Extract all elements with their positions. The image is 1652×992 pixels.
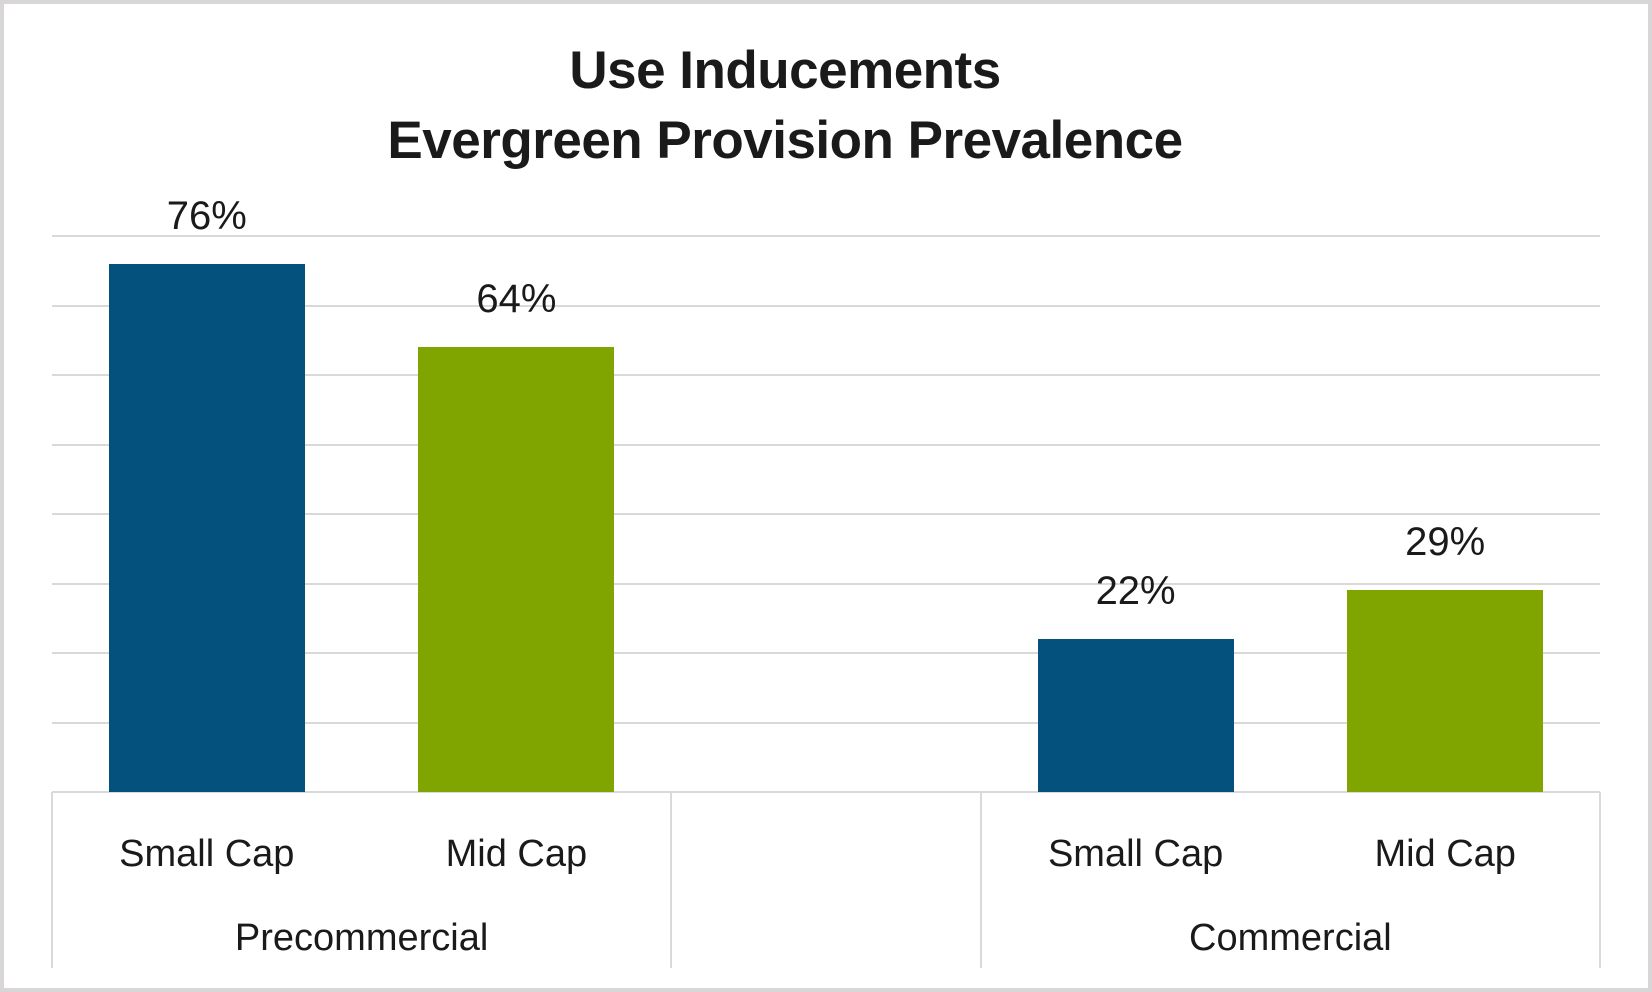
category-label: Small Cap [1047, 833, 1224, 875]
gridline-50-percent [52, 443, 1600, 446]
gridline-10-percent [52, 721, 1600, 724]
gridline-80-percent [52, 235, 1600, 237]
category-label: Mid Cap [445, 833, 588, 875]
gridline-20-percent [52, 652, 1600, 654]
axis-band-group-divider [979, 792, 982, 968]
chart-title-line-1: Use Inducements [569, 41, 1001, 100]
bar-precommercial-small-cap [108, 263, 305, 792]
bar-commercial-small-cap [1037, 639, 1234, 792]
group-label-commercial: Commercial [1189, 917, 1392, 959]
gridline-70-percent [52, 304, 1600, 307]
chart-title-line-2: Evergreen Provision Prevalence [387, 111, 1183, 170]
axis-band-right-border [1599, 792, 1601, 968]
bar-commercial-mid-cap [1347, 590, 1544, 792]
gridline-30-percent [52, 582, 1600, 585]
chart-title: Use Inducements Evergreen Provision Prev… [0, 36, 1611, 176]
data-label: 22% [1095, 569, 1176, 614]
bar-precommercial-mid-cap [418, 347, 615, 792]
data-label: 64% [476, 277, 557, 322]
x-axis-line [52, 791, 1600, 793]
category-label: Small Cap [119, 833, 295, 875]
data-label: 29% [1405, 520, 1486, 565]
axis-band-left-border [51, 792, 53, 968]
axis-band-group-divider [670, 792, 673, 968]
data-label: 76% [166, 193, 247, 238]
gridline-60-percent [52, 374, 1600, 376]
gridline-40-percent [52, 513, 1600, 515]
group-label-precommercial: Precommercial [234, 917, 489, 959]
category-label: Mid Cap [1374, 833, 1516, 875]
